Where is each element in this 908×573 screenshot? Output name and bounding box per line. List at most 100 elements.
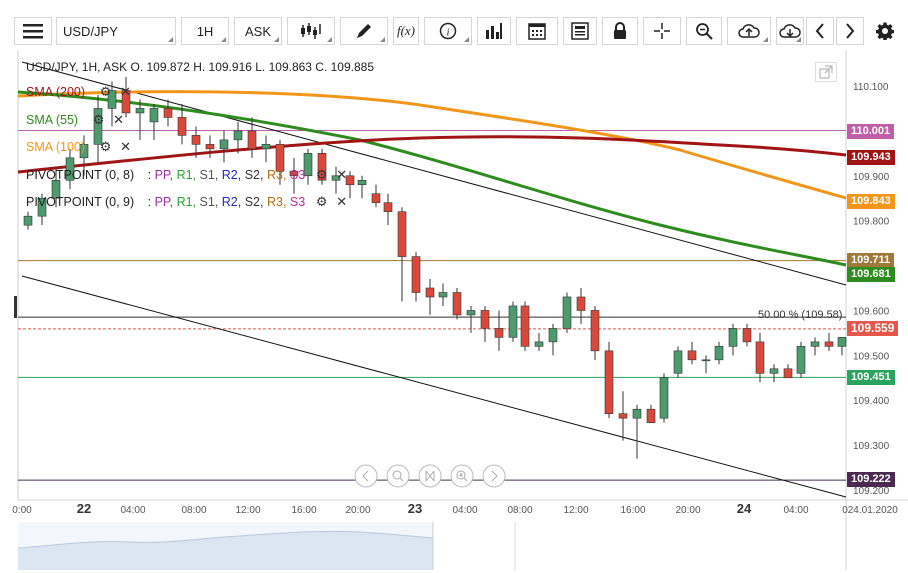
price-axis-label: 109.900 xyxy=(853,172,890,183)
zoom-icon xyxy=(696,23,713,40)
candle-body xyxy=(331,175,341,181)
indicator-sma-200[interactable]: SMA (200) ⚙ ✕ xyxy=(26,84,133,100)
calendar-button[interactable] xyxy=(516,17,558,45)
indicator-pivot-9[interactable]: PIVOTPOINT (0, 9) : PP, R1, S1, R2, S2, … xyxy=(26,194,348,209)
back-button[interactable] xyxy=(806,17,834,45)
function-icon: f(x) xyxy=(396,23,416,38)
candle-body xyxy=(632,408,642,419)
candle-body xyxy=(79,144,89,159)
symbol-select[interactable]: USD/JPY xyxy=(56,17,176,45)
expand-button[interactable] xyxy=(815,62,837,82)
lock-button[interactable] xyxy=(602,17,638,45)
close-icon[interactable]: ✕ xyxy=(336,167,348,182)
candle-body xyxy=(810,341,820,347)
gear-icon[interactable]: ⚙ xyxy=(315,167,328,182)
price-tag: 109.681 xyxy=(847,267,895,282)
forward-button[interactable] xyxy=(836,17,864,45)
indicators-button[interactable]: f(x) xyxy=(393,17,419,45)
scroll-right-icon[interactable] xyxy=(482,464,506,488)
candle-body xyxy=(548,328,558,343)
close-icon[interactable]: ✕ xyxy=(336,194,348,209)
candle-body xyxy=(796,346,806,374)
news-button[interactable] xyxy=(563,17,597,45)
time-axis-label: 08:00 xyxy=(507,505,532,516)
candle-body xyxy=(783,368,793,379)
cloud-upload-icon xyxy=(738,24,760,38)
candle-body xyxy=(534,341,544,347)
time-axis-label: 08:00 xyxy=(181,505,206,516)
crosshair-icon xyxy=(654,23,670,39)
zoom-button[interactable] xyxy=(686,17,722,45)
candle-body xyxy=(371,193,381,204)
candle-body xyxy=(687,350,697,361)
price-chart[interactable]: 110.100110.000109.900109.800109.700109.6… xyxy=(0,50,908,570)
zoom-in-icon[interactable] xyxy=(450,464,474,488)
time-axis-label: 0:00 xyxy=(12,505,32,516)
candle-body xyxy=(618,413,628,419)
time-axis-label: 04:00 xyxy=(783,505,808,516)
time-axis-label: 12:00 xyxy=(563,505,588,516)
reset-view-icon[interactable] xyxy=(418,464,442,488)
close-icon[interactable]: ✕ xyxy=(113,112,125,127)
resize-handle xyxy=(14,296,17,318)
candle-body xyxy=(824,341,834,347)
candle-body xyxy=(219,139,229,150)
expand-icon xyxy=(819,65,833,79)
candle-body xyxy=(191,135,201,145)
chevron-left-icon xyxy=(815,23,824,39)
timeframe-select[interactable]: 1H xyxy=(181,17,229,45)
candle-body xyxy=(289,170,299,177)
scroll-left-icon[interactable] xyxy=(354,464,378,488)
close-icon[interactable]: ✕ xyxy=(120,84,131,99)
candle-body xyxy=(659,377,669,419)
close-icon[interactable]: ✕ xyxy=(120,139,131,154)
candle-body xyxy=(562,296,572,329)
gear-icon[interactable]: ⚙ xyxy=(92,112,105,127)
time-axis-label: 04:00 xyxy=(452,505,477,516)
price-tag-current: 109.559 xyxy=(847,321,899,336)
candle-body xyxy=(411,256,421,293)
indicator-label: SMA (55) xyxy=(26,113,79,127)
timeframe-label: 1H xyxy=(196,23,214,39)
lock-icon xyxy=(614,22,626,39)
price-axis-label: 110.100 xyxy=(853,82,889,93)
chart-area[interactable]: 110.100110.000109.900109.800109.700109.6… xyxy=(0,50,908,570)
upload-button[interactable] xyxy=(727,17,771,45)
time-axis-label: 24 xyxy=(737,501,752,516)
download-button[interactable] xyxy=(776,17,804,45)
candle-body xyxy=(769,368,779,374)
fib-level-label: 50.00 % (109.58) xyxy=(758,309,843,321)
gear-icon[interactable]: ⚙ xyxy=(315,194,328,209)
info-button[interactable]: i xyxy=(424,17,472,45)
chart-nav-controls xyxy=(354,464,506,488)
indicator-label: PIVOTPOINT (0, 9) xyxy=(26,195,135,209)
settings-button[interactable] xyxy=(870,17,900,45)
indicator-pivot-8[interactable]: PIVOTPOINT (0, 8) : PP, R1, S1, R2, S2, … xyxy=(26,167,348,182)
info-icon: i xyxy=(439,22,457,40)
chart-type-button[interactable] xyxy=(287,17,335,45)
volume-button[interactable] xyxy=(477,17,511,45)
crosshair-button[interactable] xyxy=(643,17,681,45)
candle-body xyxy=(149,108,159,123)
indicator-sma-55[interactable]: SMA (55) ⚙ ✕ xyxy=(26,112,126,128)
navigator-area xyxy=(18,531,433,570)
gear-icon[interactable]: ⚙ xyxy=(99,84,112,99)
zoom-out-icon[interactable] xyxy=(386,464,410,488)
price-type-label: ASK xyxy=(244,23,271,39)
gear-icon[interactable]: ⚙ xyxy=(99,139,112,154)
candle-body xyxy=(23,215,33,226)
sma-200-line xyxy=(17,135,847,174)
time-axis-label: 12:00 xyxy=(235,505,260,516)
candle-body xyxy=(508,305,518,338)
candle-body xyxy=(135,108,145,114)
price-type-select[interactable]: ASK xyxy=(234,17,282,45)
price-tag: 109.843 xyxy=(847,194,895,209)
candle-body xyxy=(261,144,271,150)
candle-body xyxy=(590,310,600,352)
indicator-label: PIVOTPOINT (0, 8) xyxy=(26,168,135,182)
indicator-sma-100[interactable]: SMA (100) ⚙ ✕ xyxy=(26,139,133,155)
candle-body xyxy=(701,359,711,362)
candle-body xyxy=(494,328,504,338)
draw-tool-button[interactable] xyxy=(340,17,388,45)
menu-button[interactable] xyxy=(14,17,52,45)
